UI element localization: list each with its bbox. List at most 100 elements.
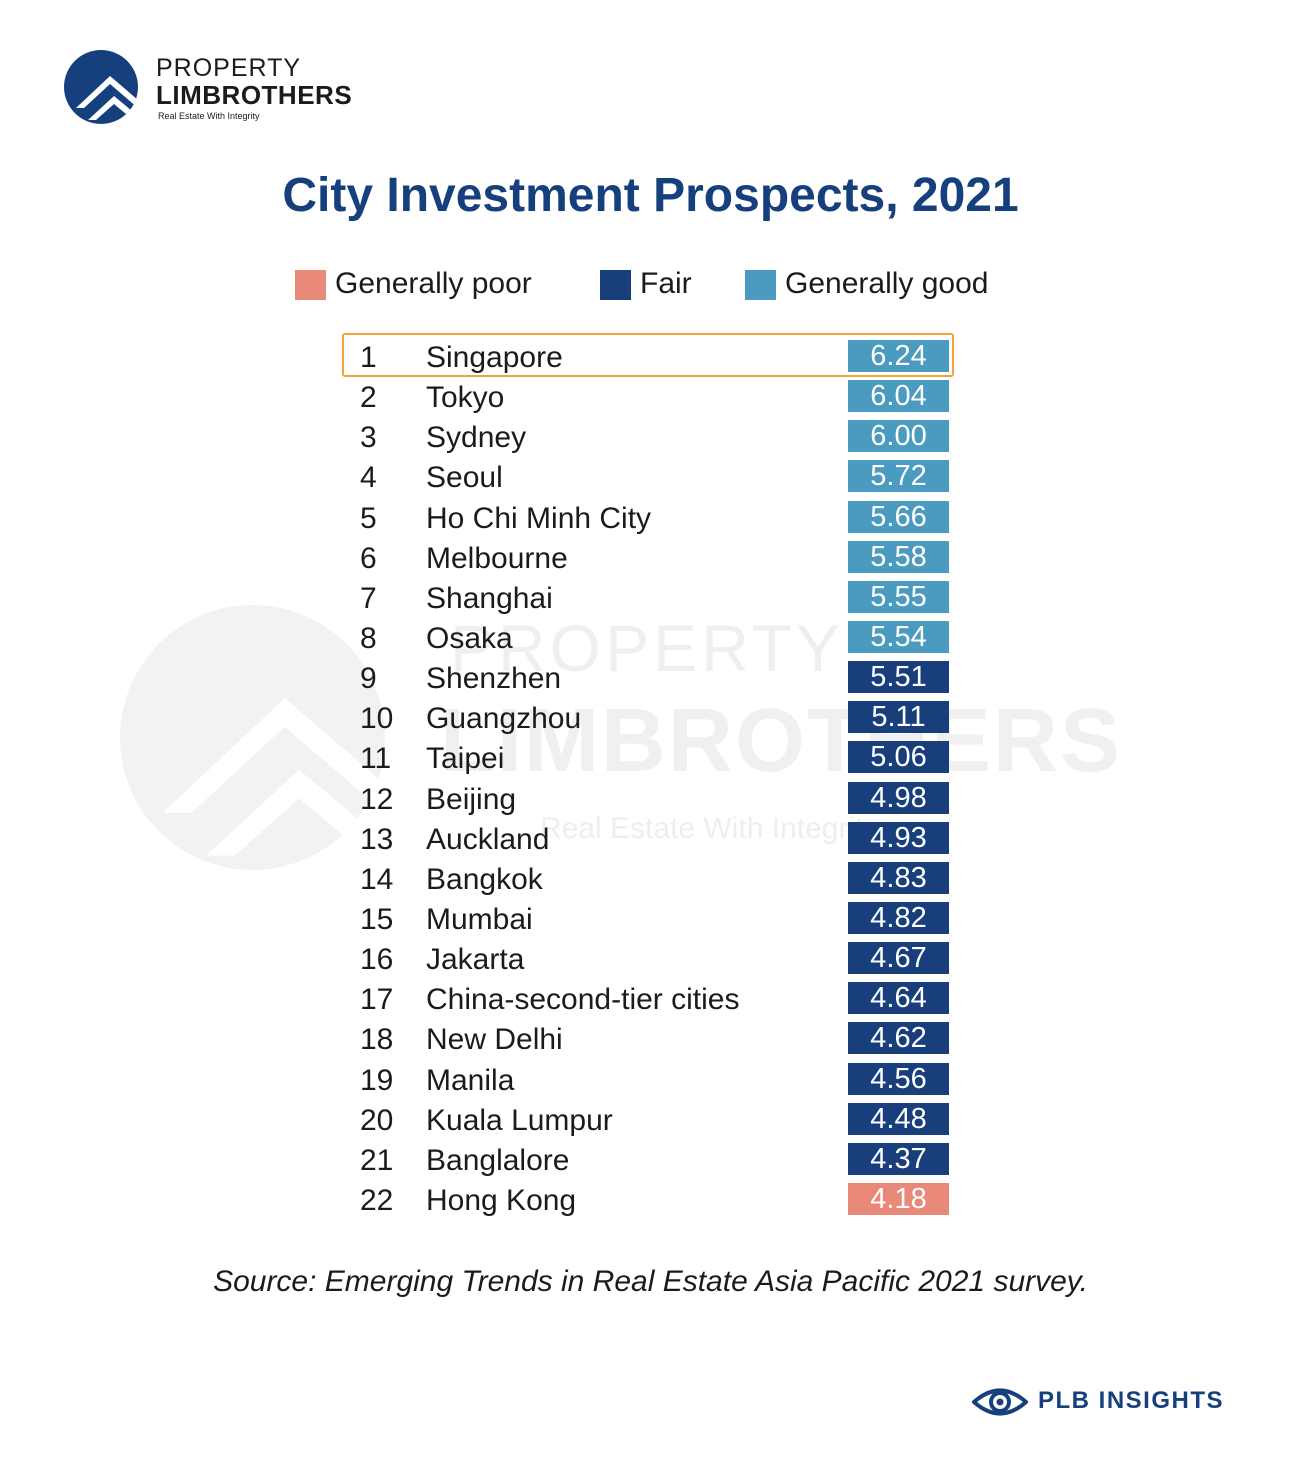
score-cell: 5.66 — [848, 500, 949, 533]
city-label: Manila — [426, 1063, 515, 1097]
table-row: 13 Auckland 4.93 — [342, 819, 958, 859]
score-cell: 4.83 — [848, 861, 949, 894]
city-label: Mumbai — [426, 902, 533, 936]
score-cell: 5.72 — [848, 460, 949, 493]
brand-name-line1: PROPERTY — [156, 54, 302, 82]
rank-label: 22 — [360, 1183, 394, 1217]
legend-swatch-good — [745, 270, 776, 300]
city-label: Bangkok — [426, 862, 543, 896]
rank-label: 19 — [360, 1063, 394, 1097]
rank-label: 3 — [360, 421, 377, 455]
score-cell: 4.67 — [848, 942, 949, 975]
rank-label: 2 — [360, 381, 377, 415]
highlight-box — [342, 333, 954, 377]
city-label: Melbourne — [426, 541, 568, 575]
table-row: 18 New Delhi 4.62 — [342, 1019, 958, 1059]
table-row: 16 Jakarta 4.67 — [342, 939, 958, 979]
score-cell: 5.58 — [848, 540, 949, 573]
table-row: 7 Shanghai 5.55 — [342, 578, 958, 618]
score-cell: 5.06 — [848, 741, 949, 774]
score-cell: 4.64 — [848, 982, 949, 1015]
rank-label: 5 — [360, 501, 377, 535]
table-row: 12 Beijing 4.98 — [342, 779, 958, 819]
table-row: 1 Singapore 6.24 — [342, 337, 958, 377]
score-cell: 4.56 — [848, 1062, 949, 1095]
city-label: Jakarta — [426, 943, 525, 977]
city-label: New Delhi — [426, 1023, 563, 1057]
city-label: Shenzhen — [426, 662, 562, 696]
city-label: Guangzhou — [426, 702, 582, 736]
source-note: Source: Emerging Trends in Real Estate A… — [213, 1265, 1088, 1298]
score-cell: 5.11 — [848, 701, 949, 734]
table-row: 2 Tokyo 6.04 — [342, 377, 958, 417]
city-label: Ho Chi Minh City — [426, 501, 652, 535]
table-row: 19 Manila 4.56 — [342, 1060, 958, 1100]
brand-logo-mark-icon — [64, 50, 138, 124]
city-label: Sydney — [426, 421, 527, 455]
score-cell: 4.82 — [848, 901, 949, 934]
city-label: Beijing — [426, 782, 517, 816]
city-label: Tokyo — [426, 381, 505, 415]
brand-name-line2: LIMBROTHERS — [156, 80, 353, 110]
legend: Generally poor Fair Generally good — [295, 266, 1055, 306]
rank-label: 18 — [360, 1023, 394, 1057]
legend-swatch-poor — [295, 270, 326, 300]
score-cell: 6.04 — [848, 380, 949, 413]
score-cell: 4.93 — [848, 821, 949, 854]
score-cell: 4.98 — [848, 781, 949, 814]
eye-icon — [972, 1388, 1028, 1416]
table-row: 5 Ho Chi Minh City 5.66 — [342, 498, 958, 538]
table-row: 8 Osaka 5.54 — [342, 618, 958, 658]
city-label: Hong Kong — [426, 1183, 577, 1217]
chart-title: City Investment Prospects, 2021 — [282, 169, 1019, 222]
city-label: China-second-tier cities — [426, 983, 740, 1017]
rank-label: 20 — [360, 1103, 394, 1137]
score-cell: 5.54 — [848, 620, 949, 653]
brand-tagline: Real Estate With Integrity — [158, 111, 260, 121]
rank-label: 1 — [360, 341, 377, 374]
table-row: 3 Sydney 6.00 — [342, 417, 958, 457]
rank-label: 21 — [360, 1143, 394, 1177]
score-cell: 4.62 — [848, 1022, 949, 1055]
table-row: 4 Seoul 5.72 — [342, 457, 958, 497]
score-cell: 6.00 — [848, 420, 949, 453]
score-cell: 4.48 — [848, 1102, 949, 1135]
city-label: Seoul — [426, 461, 503, 495]
table-row: 15 Mumbai 4.82 — [342, 899, 958, 939]
table-row: 14 Bangkok 4.83 — [342, 859, 958, 899]
rank-label: 14 — [360, 862, 394, 896]
city-label: Singapore — [426, 341, 563, 374]
rank-label: 8 — [360, 621, 377, 655]
table-row: 10 Guangzhou 5.11 — [342, 698, 958, 738]
table-row: 20 Kuala Lumpur 4.48 — [342, 1100, 958, 1140]
legend-label-fair: Fair — [640, 267, 692, 300]
city-label: Shanghai — [426, 581, 553, 615]
table-row: 22 Hong Kong 4.18 — [342, 1180, 958, 1220]
city-label: Taipei — [426, 742, 505, 776]
city-label: Kuala Lumpur — [426, 1103, 613, 1137]
table-row: 17 China-second-tier cities 4.64 — [342, 979, 958, 1019]
rank-label: 12 — [360, 782, 394, 816]
score-cell: 4.37 — [848, 1142, 949, 1175]
legend-label-good: Generally good — [785, 267, 989, 300]
score-cell: 4.18 — [848, 1182, 949, 1215]
table-row: 9 Shenzhen 5.51 — [342, 658, 958, 698]
rank-label: 6 — [360, 541, 377, 575]
legend-swatch-fair — [600, 270, 631, 300]
rank-label: 16 — [360, 943, 394, 977]
ranking-table: 1 Singapore 6.24 2 Tokyo 6.04 3 Sydney 6.00 4 Seou… — [342, 337, 958, 1220]
rank-label: 9 — [360, 662, 377, 696]
score-cell: 5.51 — [848, 661, 949, 694]
table-row: 11 Taipei 5.06 — [342, 738, 958, 778]
rank-label: 11 — [360, 742, 392, 776]
plb-insights-label: PLB INSIGHTS — [1038, 1387, 1225, 1414]
rank-label: 17 — [360, 983, 394, 1017]
brand-logo: PROPERTY LIMBROTHERS Real Estate With In… — [64, 50, 364, 125]
rank-label: 7 — [360, 581, 377, 615]
score-cell: 5.55 — [848, 580, 949, 613]
rank-label: 10 — [360, 702, 394, 736]
table-row: 21 Banglalore 4.37 — [342, 1140, 958, 1180]
plb-insights-badge: PLB INSIGHTS — [972, 1383, 1242, 1423]
rank-label: 4 — [360, 461, 377, 495]
city-label: Auckland — [426, 822, 550, 856]
